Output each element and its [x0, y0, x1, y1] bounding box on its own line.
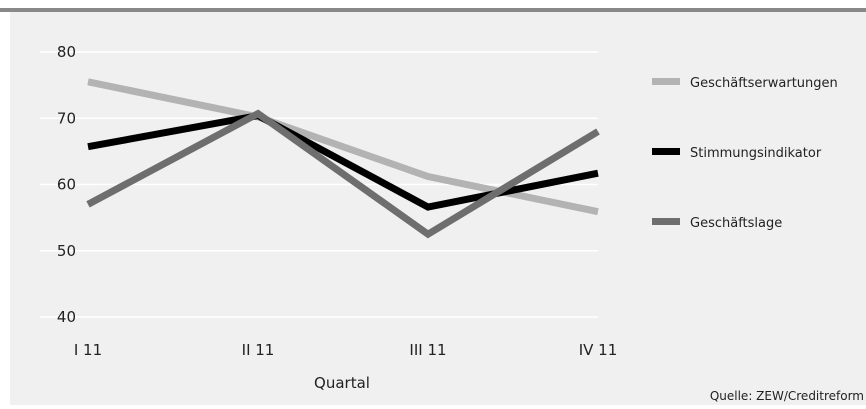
y-tick-label: 70	[57, 109, 76, 127]
legend-label: Geschäftslage	[690, 216, 782, 231]
series-lines	[86, 78, 600, 239]
y-tick-label: 40	[57, 308, 76, 326]
x-tick-label: I 11	[74, 341, 102, 359]
x-tick-label: II 11	[242, 341, 275, 359]
legend: Geschäftserwartungen Stimmungsindikator Ge…	[652, 76, 838, 231]
x-tick-label: IV 11	[579, 341, 618, 359]
legend-swatch	[652, 148, 680, 155]
y-tick-label: 60	[57, 176, 76, 194]
legend-swatch	[652, 218, 680, 225]
x-axis-label: Quartal	[314, 374, 370, 392]
series-line	[86, 109, 600, 239]
x-tick-label: III 11	[409, 341, 446, 359]
source-note: Quelle: ZEW/Creditreform	[710, 389, 864, 403]
y-tick-label: 80	[57, 43, 76, 61]
legend-label: Geschäftserwartungen	[690, 76, 838, 91]
series-line	[87, 111, 599, 211]
y-tick-label: 50	[57, 242, 76, 260]
legend-swatch	[652, 78, 680, 85]
series-line	[87, 78, 599, 216]
y-axis-ticks: 40 50 60 70 80	[57, 43, 76, 326]
top-rule	[0, 8, 866, 12]
legend-label: Stimmungsindikator	[690, 146, 822, 161]
x-axis-ticks: I 11 II 11 III 11 IV 11	[74, 341, 617, 359]
